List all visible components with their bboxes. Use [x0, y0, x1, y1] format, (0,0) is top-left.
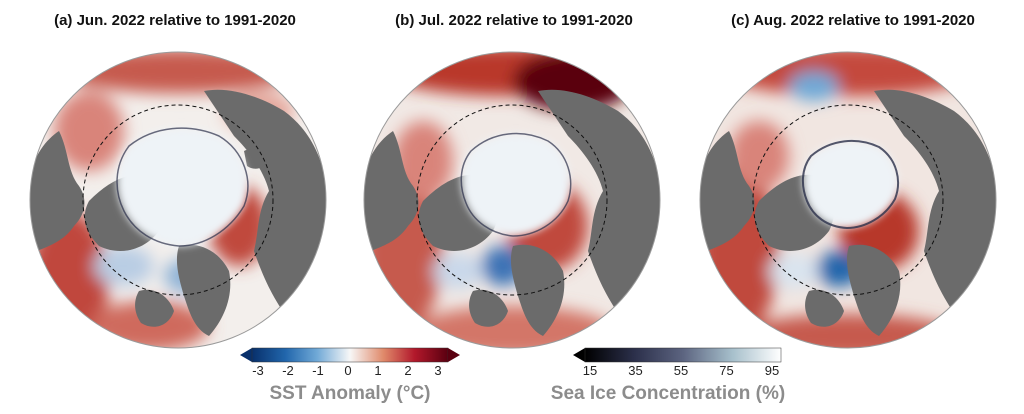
- land-masses: [364, 89, 660, 336]
- sst-tick-label: 1: [374, 363, 382, 378]
- sst-colorbar: [240, 347, 460, 363]
- panel-title-c: (c) Aug. 2022 relative to 1991-2020: [731, 12, 975, 29]
- ice-tick-label: 35: [628, 363, 643, 378]
- sst-tick-label: 2: [404, 363, 412, 378]
- panel-title-a: (a) Jun. 2022 relative to 1991-2020: [54, 12, 296, 29]
- ice-tick-label: 15: [582, 363, 598, 378]
- panel-title-b: (b) Jul. 2022 relative to 1991-2020: [395, 12, 633, 29]
- colorbar-extend-high: [448, 348, 460, 362]
- ice-colorbar: [573, 347, 782, 363]
- ice-tick-label: 95: [764, 363, 780, 378]
- land-masses: [700, 89, 996, 336]
- ice-colorbar-label: Sea Ice Concentration (%): [550, 383, 786, 404]
- sst-colorbar-label: SST Anomaly (°C): [269, 383, 431, 404]
- map-panel-c: [699, 51, 997, 349]
- sst-tick-label: -3: [252, 363, 264, 378]
- colorbar-extend-low: [240, 348, 252, 362]
- sea-ice-cover: [461, 133, 571, 236]
- map-panel-b: [363, 51, 661, 349]
- sst-tick-label: 3: [434, 363, 442, 378]
- ice-tick-label: 55: [673, 363, 689, 378]
- latitude-circle: [752, 104, 944, 296]
- sst-tick-label: -2: [282, 363, 294, 378]
- sea-ice-cover: [117, 128, 248, 246]
- sst-tick-label: -1: [312, 363, 324, 378]
- map-panel-a: [29, 51, 327, 349]
- latitude-circle: [416, 104, 608, 296]
- sea-ice-cover: [802, 140, 899, 228]
- colorbar-extend-low: [573, 348, 585, 362]
- sst-anomaly-field: [30, 52, 299, 348]
- latitude-circle: [82, 104, 274, 296]
- sst-tick-label: 0: [344, 363, 352, 378]
- ice-tick-label: 75: [719, 363, 734, 378]
